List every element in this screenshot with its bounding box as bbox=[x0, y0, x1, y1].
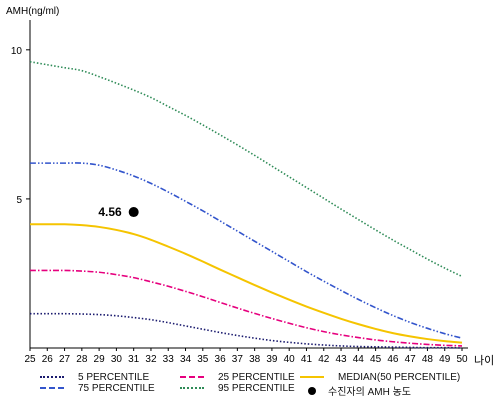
x-tick-label: 32 bbox=[145, 354, 157, 365]
legend-swatch-25 bbox=[180, 375, 204, 380]
legend-label-median: MEDIAN(50 PERCENTILE) bbox=[338, 372, 461, 383]
legend-item-75: 75 PERCENTILE bbox=[40, 383, 155, 394]
legend-label-95: 95 PERCENTILE bbox=[218, 383, 295, 394]
y-tick-label: 5 bbox=[16, 195, 22, 206]
series-line-2 bbox=[29, 223, 463, 344]
legend-label-75: 75 PERCENTILE bbox=[78, 383, 155, 394]
legend-item-patient: 수진자의 AMH 농도 bbox=[300, 383, 411, 398]
legend-label-25: 25 PERCENTILE bbox=[218, 372, 295, 383]
legend-dot-patient bbox=[308, 386, 316, 395]
x-tick-label: 38 bbox=[249, 354, 261, 365]
x-tick-label: 40 bbox=[284, 354, 296, 365]
x-tick-label: 41 bbox=[301, 354, 313, 365]
legend-item-95: 95 PERCENTILE bbox=[180, 383, 295, 394]
x-tick-label: 33 bbox=[163, 354, 175, 365]
x-tick-label: 49 bbox=[439, 354, 451, 365]
x-tick-label: 45 bbox=[370, 354, 382, 365]
legend-swatch-median bbox=[300, 375, 324, 380]
legend-swatch-5 bbox=[40, 375, 64, 380]
x-tick-label: 30 bbox=[111, 354, 123, 365]
series-line-4 bbox=[29, 60, 463, 278]
x-tick-label: 37 bbox=[232, 354, 244, 365]
x-tick-label: 36 bbox=[215, 354, 227, 365]
y-tick-label: 10 bbox=[11, 46, 23, 57]
series-line-1 bbox=[30, 269, 463, 347]
x-tick-label: 31 bbox=[128, 354, 140, 365]
legend-label-5: 5 PERCENTILE bbox=[78, 372, 150, 383]
y-axis-label: AMH(ng/ml) bbox=[6, 6, 59, 17]
legend-swatch-95 bbox=[180, 386, 204, 391]
x-tick-label: 29 bbox=[94, 354, 106, 365]
x-axis-label: 나이 bbox=[474, 354, 494, 367]
x-tick-label: 34 bbox=[180, 354, 192, 365]
x-tick-label: 39 bbox=[266, 354, 278, 365]
legend-item-25: 25 PERCENTILE bbox=[180, 372, 295, 383]
legend-swatch-75 bbox=[40, 386, 64, 391]
legend-label-patient: 수진자의 AMH 농도 bbox=[328, 387, 411, 398]
x-tick-label: 46 bbox=[387, 354, 399, 365]
series-line-0 bbox=[30, 312, 463, 349]
patient-amh-point bbox=[128, 207, 139, 218]
series-line-3 bbox=[29, 162, 463, 339]
legend-item-median: MEDIAN(50 PERCENTILE) bbox=[300, 372, 460, 383]
patient-amh-value-label: 4.56 bbox=[98, 205, 122, 219]
x-tick-label: 26 bbox=[42, 354, 54, 365]
legend-item-5: 5 PERCENTILE bbox=[40, 372, 149, 383]
x-tick-label: 44 bbox=[353, 354, 365, 365]
x-tick-label: 48 bbox=[422, 354, 434, 365]
x-tick-label: 42 bbox=[318, 354, 330, 365]
x-tick-label: 25 bbox=[24, 354, 36, 365]
x-tick-label: 35 bbox=[197, 354, 209, 365]
x-tick-label: 28 bbox=[76, 354, 88, 365]
x-tick-label: 27 bbox=[59, 354, 71, 365]
x-tick-label: 50 bbox=[456, 354, 468, 365]
x-tick-label: 43 bbox=[335, 354, 347, 365]
x-tick-label: 47 bbox=[405, 354, 417, 365]
